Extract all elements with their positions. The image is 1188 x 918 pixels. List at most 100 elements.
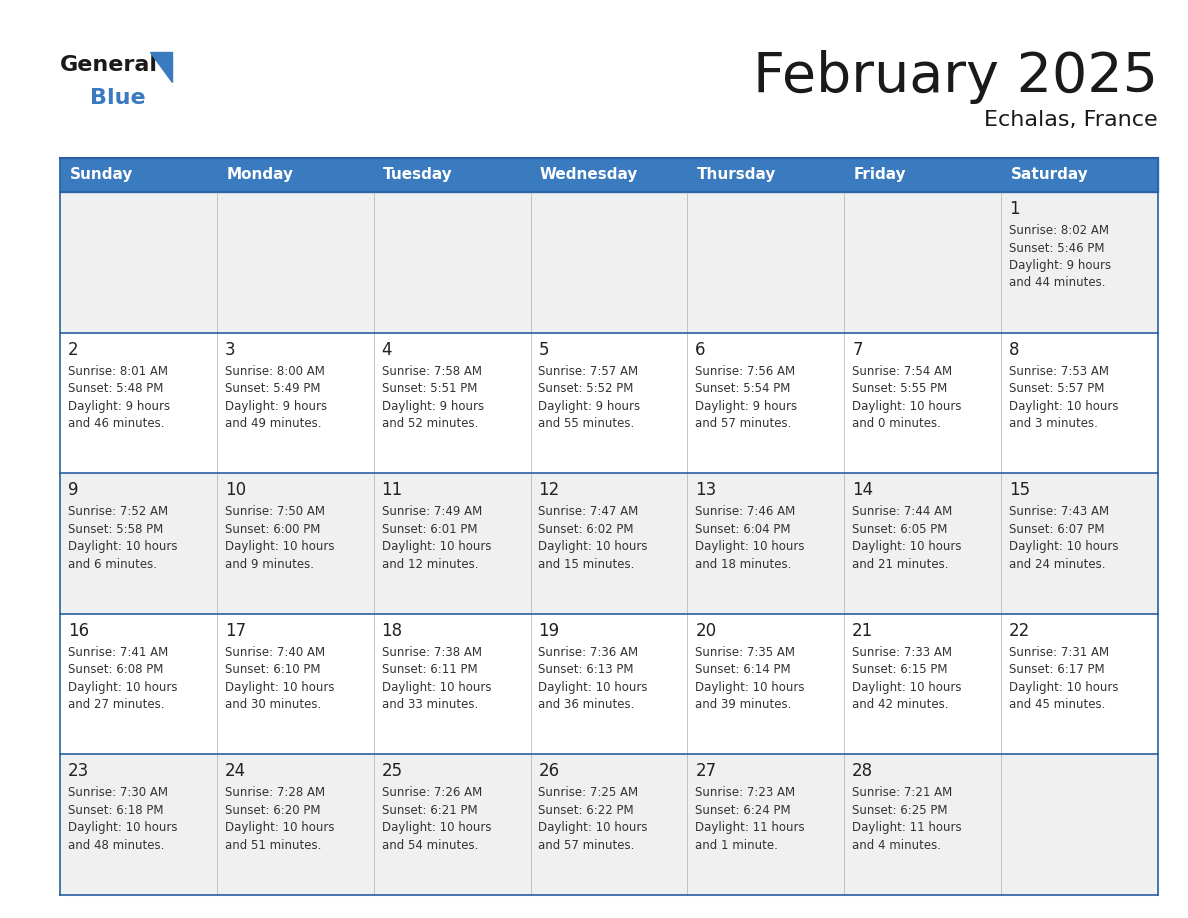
Text: Sunrise: 7:57 AM
Sunset: 5:52 PM
Daylight: 9 hours
and 55 minutes.: Sunrise: 7:57 AM Sunset: 5:52 PM Dayligh… <box>538 364 640 431</box>
Bar <box>374 158 531 192</box>
Bar <box>374 473 531 614</box>
Bar <box>688 158 845 192</box>
Bar <box>1001 158 1158 192</box>
Text: Sunrise: 7:46 AM
Sunset: 6:04 PM
Daylight: 10 hours
and 18 minutes.: Sunrise: 7:46 AM Sunset: 6:04 PM Dayligh… <box>695 505 804 571</box>
Text: 8: 8 <box>1009 341 1019 359</box>
Text: Sunrise: 7:35 AM
Sunset: 6:14 PM
Daylight: 10 hours
and 39 minutes.: Sunrise: 7:35 AM Sunset: 6:14 PM Dayligh… <box>695 645 804 711</box>
Text: Sunrise: 7:41 AM
Sunset: 6:08 PM
Daylight: 10 hours
and 27 minutes.: Sunrise: 7:41 AM Sunset: 6:08 PM Dayligh… <box>68 645 177 711</box>
Text: 21: 21 <box>852 621 873 640</box>
Text: Friday: Friday <box>854 167 906 183</box>
Bar <box>688 332 845 473</box>
Text: Sunrise: 7:33 AM
Sunset: 6:15 PM
Daylight: 10 hours
and 42 minutes.: Sunrise: 7:33 AM Sunset: 6:15 PM Dayligh… <box>852 645 961 711</box>
Text: Sunrise: 7:30 AM
Sunset: 6:18 PM
Daylight: 10 hours
and 48 minutes.: Sunrise: 7:30 AM Sunset: 6:18 PM Dayligh… <box>68 787 177 852</box>
Text: 9: 9 <box>68 481 78 499</box>
Bar <box>374 755 531 895</box>
Text: Sunrise: 7:52 AM
Sunset: 5:58 PM
Daylight: 10 hours
and 6 minutes.: Sunrise: 7:52 AM Sunset: 5:58 PM Dayligh… <box>68 505 177 571</box>
Bar <box>374 614 531 755</box>
Bar <box>688 192 845 332</box>
Text: Sunrise: 7:54 AM
Sunset: 5:55 PM
Daylight: 10 hours
and 0 minutes.: Sunrise: 7:54 AM Sunset: 5:55 PM Dayligh… <box>852 364 961 431</box>
Text: Sunrise: 7:50 AM
Sunset: 6:00 PM
Daylight: 10 hours
and 9 minutes.: Sunrise: 7:50 AM Sunset: 6:00 PM Dayligh… <box>225 505 334 571</box>
Bar <box>845 192 1001 332</box>
Text: 6: 6 <box>695 341 706 359</box>
Bar <box>531 192 688 332</box>
Polygon shape <box>150 52 172 82</box>
Bar <box>61 158 217 192</box>
Bar <box>217 473 374 614</box>
Text: Sunrise: 7:49 AM
Sunset: 6:01 PM
Daylight: 10 hours
and 12 minutes.: Sunrise: 7:49 AM Sunset: 6:01 PM Dayligh… <box>381 505 491 571</box>
Bar <box>61 192 217 332</box>
Text: 26: 26 <box>538 763 560 780</box>
Text: 12: 12 <box>538 481 560 499</box>
Bar <box>1001 755 1158 895</box>
Text: 5: 5 <box>538 341 549 359</box>
Bar <box>688 755 845 895</box>
Text: Echalas, France: Echalas, France <box>985 110 1158 130</box>
Text: Sunrise: 7:56 AM
Sunset: 5:54 PM
Daylight: 9 hours
and 57 minutes.: Sunrise: 7:56 AM Sunset: 5:54 PM Dayligh… <box>695 364 797 431</box>
Bar <box>845 332 1001 473</box>
Text: 13: 13 <box>695 481 716 499</box>
Text: 22: 22 <box>1009 621 1030 640</box>
Bar <box>374 332 531 473</box>
Text: February 2025: February 2025 <box>753 50 1158 104</box>
Bar <box>531 614 688 755</box>
Bar <box>845 614 1001 755</box>
Text: 11: 11 <box>381 481 403 499</box>
Text: Tuesday: Tuesday <box>383 167 453 183</box>
Bar <box>217 614 374 755</box>
Bar <box>845 473 1001 614</box>
Text: 3: 3 <box>225 341 235 359</box>
Text: Monday: Monday <box>226 167 293 183</box>
Text: Sunrise: 7:25 AM
Sunset: 6:22 PM
Daylight: 10 hours
and 57 minutes.: Sunrise: 7:25 AM Sunset: 6:22 PM Dayligh… <box>538 787 647 852</box>
Text: 10: 10 <box>225 481 246 499</box>
Bar <box>217 192 374 332</box>
Text: 25: 25 <box>381 763 403 780</box>
Bar <box>217 755 374 895</box>
Text: 15: 15 <box>1009 481 1030 499</box>
Bar <box>688 614 845 755</box>
Bar <box>374 192 531 332</box>
Text: 24: 24 <box>225 763 246 780</box>
Text: Sunrise: 7:28 AM
Sunset: 6:20 PM
Daylight: 10 hours
and 51 minutes.: Sunrise: 7:28 AM Sunset: 6:20 PM Dayligh… <box>225 787 334 852</box>
Text: Sunday: Sunday <box>69 167 133 183</box>
Text: 16: 16 <box>68 621 89 640</box>
Text: Sunrise: 7:44 AM
Sunset: 6:05 PM
Daylight: 10 hours
and 21 minutes.: Sunrise: 7:44 AM Sunset: 6:05 PM Dayligh… <box>852 505 961 571</box>
Text: 18: 18 <box>381 621 403 640</box>
Bar <box>61 614 217 755</box>
Bar <box>61 755 217 895</box>
Bar <box>688 473 845 614</box>
Text: 7: 7 <box>852 341 862 359</box>
Bar <box>61 332 217 473</box>
Text: Sunrise: 7:47 AM
Sunset: 6:02 PM
Daylight: 10 hours
and 15 minutes.: Sunrise: 7:47 AM Sunset: 6:02 PM Dayligh… <box>538 505 647 571</box>
Text: Sunrise: 7:31 AM
Sunset: 6:17 PM
Daylight: 10 hours
and 45 minutes.: Sunrise: 7:31 AM Sunset: 6:17 PM Dayligh… <box>1009 645 1118 711</box>
Text: 1: 1 <box>1009 200 1019 218</box>
Text: Sunrise: 7:43 AM
Sunset: 6:07 PM
Daylight: 10 hours
and 24 minutes.: Sunrise: 7:43 AM Sunset: 6:07 PM Dayligh… <box>1009 505 1118 571</box>
Bar <box>1001 614 1158 755</box>
Text: Sunrise: 7:40 AM
Sunset: 6:10 PM
Daylight: 10 hours
and 30 minutes.: Sunrise: 7:40 AM Sunset: 6:10 PM Dayligh… <box>225 645 334 711</box>
Text: Sunrise: 7:23 AM
Sunset: 6:24 PM
Daylight: 11 hours
and 1 minute.: Sunrise: 7:23 AM Sunset: 6:24 PM Dayligh… <box>695 787 805 852</box>
Text: Sunrise: 8:00 AM
Sunset: 5:49 PM
Daylight: 9 hours
and 49 minutes.: Sunrise: 8:00 AM Sunset: 5:49 PM Dayligh… <box>225 364 327 431</box>
Bar <box>61 473 217 614</box>
Text: 2: 2 <box>68 341 78 359</box>
Text: 14: 14 <box>852 481 873 499</box>
Bar <box>845 755 1001 895</box>
Text: 19: 19 <box>538 621 560 640</box>
Bar <box>531 755 688 895</box>
Bar <box>1001 192 1158 332</box>
Text: Blue: Blue <box>90 88 146 108</box>
Bar <box>1001 332 1158 473</box>
Bar <box>531 158 688 192</box>
Text: 27: 27 <box>695 763 716 780</box>
Bar <box>1001 473 1158 614</box>
Text: 20: 20 <box>695 621 716 640</box>
Text: 23: 23 <box>68 763 89 780</box>
Text: Sunrise: 7:36 AM
Sunset: 6:13 PM
Daylight: 10 hours
and 36 minutes.: Sunrise: 7:36 AM Sunset: 6:13 PM Dayligh… <box>538 645 647 711</box>
Text: Saturday: Saturday <box>1011 167 1088 183</box>
Text: Sunrise: 7:38 AM
Sunset: 6:11 PM
Daylight: 10 hours
and 33 minutes.: Sunrise: 7:38 AM Sunset: 6:11 PM Dayligh… <box>381 645 491 711</box>
Bar <box>531 473 688 614</box>
Text: General: General <box>61 55 158 75</box>
Bar <box>845 158 1001 192</box>
Text: Wednesday: Wednesday <box>541 167 638 183</box>
Bar <box>531 332 688 473</box>
Text: Sunrise: 8:02 AM
Sunset: 5:46 PM
Daylight: 9 hours
and 44 minutes.: Sunrise: 8:02 AM Sunset: 5:46 PM Dayligh… <box>1009 224 1111 289</box>
Text: 4: 4 <box>381 341 392 359</box>
